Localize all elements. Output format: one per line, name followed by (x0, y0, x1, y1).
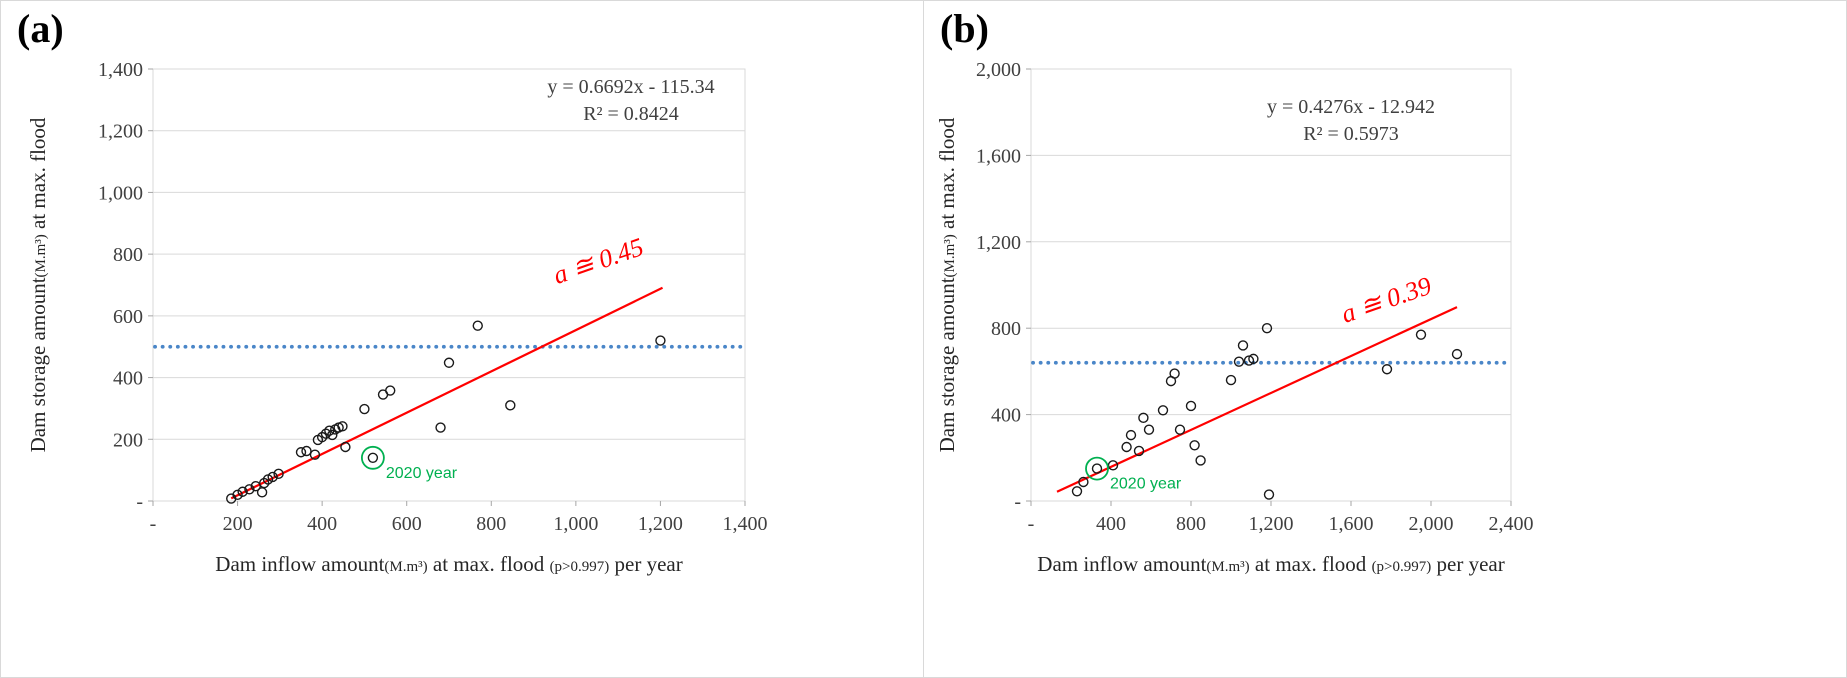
data-point (1189, 440, 1200, 451)
trendline (1056, 306, 1458, 493)
data-point (359, 403, 370, 415)
data-point (273, 468, 284, 480)
data-point (232, 489, 243, 501)
data-point (309, 449, 321, 460)
data-point (244, 484, 255, 495)
x-tick-label: 1,000 (553, 513, 598, 535)
data-point (1107, 460, 1119, 471)
data-point (327, 429, 338, 441)
data-point (295, 447, 307, 458)
trendline (230, 286, 664, 500)
y-tick-label: 1,400 (98, 59, 143, 81)
data-point (505, 400, 516, 411)
data-point (1125, 429, 1137, 441)
data-point (1195, 455, 1206, 466)
x-tick-label: 200 (223, 513, 253, 535)
scatter-plot-b: - 400 800 1,200 1,600 2,000 2,400 - 400 800 1,200 1… (935, 59, 1534, 576)
y-tick-label: 2,000 (976, 59, 1021, 81)
x-axis-title: Dam inflow amount(M.m³) at max. flood (p… (215, 552, 682, 576)
year-annotation: 2020 year (1110, 476, 1182, 493)
y-tick-label: 200 (113, 429, 143, 451)
x-tick-label: 1,200 (638, 513, 683, 535)
data-point (1237, 340, 1249, 351)
panel-a-label: (a) (17, 6, 64, 51)
year-annotation: 2020 year (386, 465, 458, 482)
panel-b-label: (b) (940, 6, 989, 51)
data-point (320, 428, 332, 439)
y-tick-label: 400 (113, 368, 143, 390)
y-tick-label: 800 (113, 244, 143, 266)
slope-ratio-annotation: a ≅ 0.45 (550, 232, 648, 290)
x-tick-label: 2,400 (1489, 513, 1534, 535)
x-tick-label: 1,200 (1249, 513, 1294, 535)
data-point (472, 320, 483, 331)
x-tick-label: 800 (1176, 513, 1206, 535)
data-point (256, 487, 268, 498)
r-squared-value: R² = 0.5973 (1303, 123, 1399, 145)
x-axis-title: Dam inflow amount(M.m³) at max. flood (p… (1037, 552, 1504, 576)
data-point (340, 441, 351, 453)
data-point (1248, 353, 1259, 365)
y-tick-label: 400 (991, 405, 1021, 427)
data-point (1143, 424, 1155, 435)
data-point (1121, 441, 1132, 453)
data-point (1133, 445, 1145, 457)
x-tick-label: 2,000 (1409, 513, 1454, 535)
year-highlight-circle (1085, 456, 1109, 481)
y-tick-label: - (1014, 491, 1021, 513)
slope-ratio-annotation: a ≅ 0.39 (1337, 271, 1435, 329)
data-point (1381, 364, 1393, 375)
data-point (435, 422, 446, 433)
data-point (301, 445, 312, 457)
x-tick-label: 400 (1096, 513, 1126, 535)
y-tick-label: 600 (113, 306, 143, 328)
panel-a: (a) - 200 400 600 800 1,000 1,200 1,400 - 200 400 6… (1, 1, 924, 677)
y-axis-title: Dam storage amount(M.m³) at max. flood (935, 117, 959, 452)
data-point (1138, 412, 1149, 424)
data-point (1451, 348, 1463, 360)
y-tick-label: 1,200 (976, 232, 1021, 254)
data-point (1415, 329, 1427, 340)
data-point (1091, 463, 1103, 474)
y-tick-label: 1,000 (98, 182, 143, 204)
y-tick-label: 800 (991, 318, 1021, 340)
x-tick-label: 600 (392, 513, 422, 535)
data-point (655, 335, 666, 346)
panel-b: (b) - 400 800 1,200 1,600 2,000 2,400 - 400 800 1,… (924, 1, 1846, 677)
data-point (267, 471, 278, 483)
x-tick-label: 1,600 (1329, 513, 1374, 535)
data-point (1263, 489, 1275, 500)
data-point (443, 357, 455, 368)
data-point (1243, 355, 1255, 366)
trendline-equation: y = 0.6692x - 115.34 (547, 76, 714, 98)
r-squared-value: R² = 0.8424 (583, 103, 679, 125)
scatter-plot-a: - 200 400 600 800 1,000 1,200 1,400 - 200 400 600 80… (26, 59, 768, 576)
data-point (1233, 356, 1245, 367)
year-highlight-circle (360, 445, 385, 470)
y-tick-label: - (136, 491, 143, 513)
data-point (1185, 400, 1197, 412)
data-point (385, 385, 396, 396)
y-tick-label: 1,600 (976, 145, 1021, 167)
data-point (1078, 476, 1089, 488)
x-tick-label: 400 (307, 513, 337, 535)
data-point (367, 452, 379, 463)
x-tick-label: 800 (476, 513, 506, 535)
trendline-equation: y = 0.4276x - 12.942 (1267, 96, 1435, 118)
data-point (1225, 374, 1237, 386)
y-tick-label: 1,200 (98, 121, 143, 143)
data-point (1157, 405, 1169, 416)
data-point (1071, 486, 1083, 497)
data-point (1261, 323, 1273, 334)
y-axis-title: Dam storage amount(M.m³) at max. flood (26, 117, 50, 452)
x-tick-label: - (150, 513, 157, 535)
data-point (1169, 368, 1180, 379)
x-tick-label: - (1028, 513, 1035, 535)
data-point (1174, 424, 1186, 435)
data-point (237, 486, 248, 497)
data-point (337, 421, 348, 432)
x-tick-label: 1,400 (723, 513, 768, 535)
